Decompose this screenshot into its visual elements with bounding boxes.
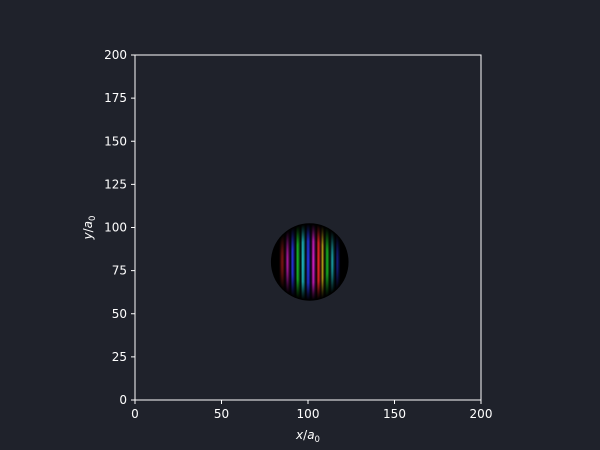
y-tick-label: 150	[104, 134, 127, 148]
y-tick-label: 0	[119, 393, 127, 407]
x-tick-label: 200	[470, 407, 493, 421]
y-axis-ticks: 0 25 50 75 100 125 150 175 200	[104, 48, 135, 407]
x-tick-label: 50	[214, 407, 229, 421]
x-tick-label: 0	[131, 407, 139, 421]
wavepacket	[270, 223, 349, 301]
x-axis-label: x/a0	[295, 428, 320, 445]
y-axis-label: y/a0	[81, 216, 98, 241]
y-tick-label: 25	[112, 350, 127, 364]
y-tick-label: 50	[112, 307, 127, 321]
x-tick-label: 150	[383, 407, 406, 421]
x-axis-ticks: 0 50 100 150 200	[131, 400, 492, 421]
y-tick-label: 200	[104, 48, 127, 62]
y-tick-label: 100	[104, 221, 127, 235]
y-tick-label: 175	[104, 91, 127, 105]
wavepacket-phase-bands	[271, 224, 348, 300]
x-tick-label: 100	[297, 407, 320, 421]
y-tick-label: 125	[104, 177, 127, 191]
y-tick-label: 75	[112, 264, 127, 278]
